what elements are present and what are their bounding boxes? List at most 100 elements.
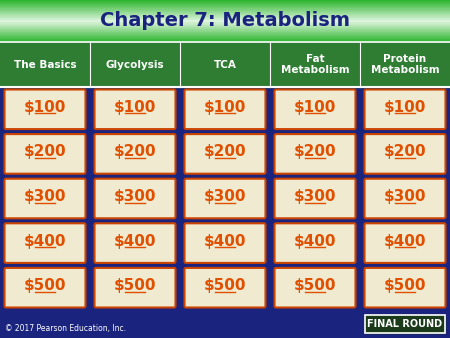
Bar bbox=[0, 34, 450, 35]
Bar bbox=[0, 23, 450, 24]
Text: $300: $300 bbox=[24, 189, 66, 204]
Bar bbox=[0, 25, 450, 26]
Text: Glycolysis: Glycolysis bbox=[106, 59, 164, 70]
Bar bbox=[0, 38, 450, 39]
FancyBboxPatch shape bbox=[4, 90, 86, 129]
Bar bbox=[0, 13, 450, 15]
FancyBboxPatch shape bbox=[184, 179, 266, 218]
Text: $400: $400 bbox=[294, 234, 336, 249]
Bar bbox=[0, 18, 450, 19]
Text: Chapter 7: Metabolism: Chapter 7: Metabolism bbox=[100, 11, 350, 30]
Bar bbox=[0, 29, 450, 31]
Bar bbox=[0, 3, 450, 4]
Bar bbox=[0, 36, 450, 37]
FancyBboxPatch shape bbox=[274, 223, 356, 263]
Text: $100: $100 bbox=[294, 100, 336, 115]
Bar bbox=[0, 16, 450, 17]
FancyBboxPatch shape bbox=[364, 90, 446, 129]
Text: $400: $400 bbox=[114, 234, 156, 249]
Bar bbox=[0, 3, 450, 5]
Bar bbox=[0, 17, 450, 18]
Bar bbox=[0, 30, 450, 31]
Bar bbox=[0, 22, 450, 23]
Bar bbox=[0, 19, 450, 20]
Bar bbox=[0, 6, 450, 7]
FancyBboxPatch shape bbox=[274, 268, 356, 308]
FancyBboxPatch shape bbox=[4, 223, 86, 263]
FancyBboxPatch shape bbox=[274, 90, 356, 129]
Bar bbox=[0, 41, 450, 42]
Bar bbox=[0, 18, 450, 19]
FancyBboxPatch shape bbox=[184, 134, 266, 174]
Bar bbox=[0, 42, 450, 87]
Bar bbox=[0, 5, 450, 6]
Text: $500: $500 bbox=[204, 278, 246, 293]
Text: $300: $300 bbox=[204, 189, 246, 204]
Bar bbox=[0, 7, 450, 8]
Text: $500: $500 bbox=[384, 278, 426, 293]
Bar bbox=[0, 22, 450, 24]
Text: $500: $500 bbox=[294, 278, 336, 293]
Bar bbox=[0, 8, 450, 9]
Bar bbox=[0, 10, 450, 12]
Bar bbox=[365, 315, 445, 333]
FancyBboxPatch shape bbox=[94, 223, 176, 263]
FancyBboxPatch shape bbox=[274, 134, 356, 174]
Text: $300: $300 bbox=[294, 189, 336, 204]
Bar bbox=[0, 31, 450, 32]
Bar bbox=[0, 12, 450, 13]
Bar bbox=[0, 27, 450, 28]
Text: $300: $300 bbox=[384, 189, 426, 204]
FancyBboxPatch shape bbox=[184, 268, 266, 308]
Bar bbox=[0, 28, 450, 29]
Bar bbox=[0, 16, 450, 17]
Bar bbox=[0, 9, 450, 10]
Bar bbox=[0, 1, 450, 3]
FancyBboxPatch shape bbox=[94, 179, 176, 218]
Bar bbox=[0, 1, 450, 2]
Text: FINAL ROUND: FINAL ROUND bbox=[368, 319, 442, 329]
Text: $400: $400 bbox=[384, 234, 426, 249]
FancyBboxPatch shape bbox=[94, 134, 176, 174]
Text: $200: $200 bbox=[204, 144, 246, 160]
Bar bbox=[0, 10, 450, 11]
FancyBboxPatch shape bbox=[274, 179, 356, 218]
Bar bbox=[0, 20, 450, 22]
Text: Fat
Metabolism: Fat Metabolism bbox=[281, 54, 349, 75]
Bar bbox=[0, 15, 450, 16]
FancyBboxPatch shape bbox=[4, 134, 86, 174]
FancyBboxPatch shape bbox=[184, 90, 266, 129]
Text: © 2017 Pearson Education, Inc.: © 2017 Pearson Education, Inc. bbox=[5, 324, 126, 333]
Text: $100: $100 bbox=[384, 100, 426, 115]
Bar bbox=[0, 6, 450, 7]
Bar bbox=[0, 37, 450, 38]
Bar bbox=[0, 13, 450, 14]
Bar bbox=[0, 41, 450, 43]
Text: $200: $200 bbox=[294, 144, 336, 160]
Bar bbox=[0, 20, 450, 21]
FancyBboxPatch shape bbox=[364, 134, 446, 174]
Text: $100: $100 bbox=[24, 100, 66, 115]
Text: $400: $400 bbox=[204, 234, 246, 249]
Text: $500: $500 bbox=[24, 278, 66, 293]
FancyBboxPatch shape bbox=[94, 268, 176, 308]
Bar bbox=[0, 24, 450, 25]
Text: The Basics: The Basics bbox=[14, 59, 76, 70]
Bar bbox=[0, 27, 450, 28]
Bar bbox=[0, 11, 450, 13]
FancyBboxPatch shape bbox=[4, 268, 86, 308]
Text: $100: $100 bbox=[204, 100, 246, 115]
Bar bbox=[0, 31, 450, 33]
FancyBboxPatch shape bbox=[364, 179, 446, 218]
Bar bbox=[0, 8, 450, 9]
Bar bbox=[0, 37, 450, 38]
Bar bbox=[0, 32, 450, 33]
Text: $200: $200 bbox=[384, 144, 426, 160]
Bar bbox=[0, 39, 450, 41]
Text: $100: $100 bbox=[114, 100, 156, 115]
FancyBboxPatch shape bbox=[4, 179, 86, 218]
Bar bbox=[0, 21, 450, 22]
Bar bbox=[0, 33, 450, 34]
Bar bbox=[0, 4, 450, 5]
Bar bbox=[0, 40, 450, 41]
